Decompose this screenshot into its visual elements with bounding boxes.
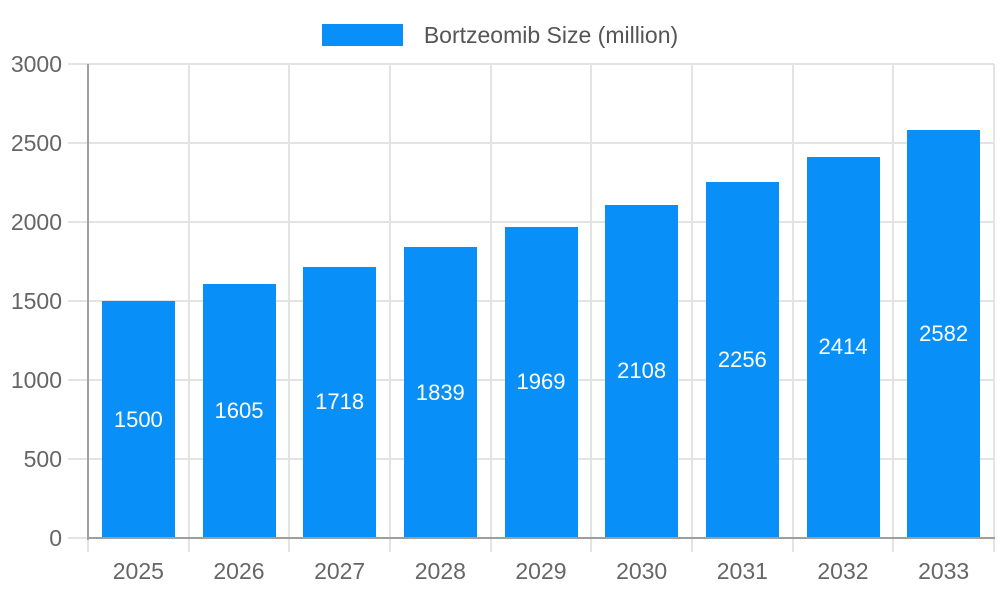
x-axis-label: 2033 <box>918 558 970 584</box>
bar: 1605 <box>202 284 276 538</box>
x-axis-line <box>87 537 995 539</box>
gridline-vertical <box>993 64 995 538</box>
x-axis-tick <box>489 539 492 552</box>
x-axis-label: 2028 <box>414 558 466 584</box>
x-axis-tick <box>791 539 794 552</box>
x-axis-tick <box>892 539 895 552</box>
y-axis-label: 1500 <box>10 288 62 314</box>
legend-label: Bortzeomib Size (million) <box>423 21 679 48</box>
bar: 1500 <box>101 301 175 538</box>
bar: 2414 <box>806 156 880 538</box>
bar-value-label: 2108 <box>617 358 667 384</box>
x-axis-tick <box>691 539 693 552</box>
y-axis-label: 3000 <box>10 51 62 77</box>
legend-swatch <box>321 24 403 46</box>
bar-value-label: 2256 <box>717 346 767 372</box>
x-axis-label: 2025 <box>112 558 164 584</box>
y-axis-label: 1000 <box>10 367 62 393</box>
gridline-vertical <box>389 64 391 538</box>
y-axis-label: 500 <box>23 446 62 472</box>
bar-value-label: 1718 <box>315 389 365 415</box>
chart-legend: Bortzeomib Size (million) <box>0 21 1000 48</box>
x-axis-label: 2027 <box>314 558 366 584</box>
y-axis-tick <box>68 221 88 223</box>
x-axis-label: 2029 <box>515 558 567 584</box>
plot-area: 1500 1605 1718 1839 1969 2108 2256 2414 2582 <box>88 63 995 538</box>
y-axis-label: 2500 <box>10 130 62 156</box>
bar-value-label: 2414 <box>818 334 868 360</box>
bar: 2108 <box>605 204 679 538</box>
bar-value-label: 1605 <box>214 398 264 424</box>
gridline-vertical <box>791 64 794 538</box>
gridline-vertical <box>489 64 492 538</box>
x-axis-tick <box>590 539 593 552</box>
bar: 1969 <box>504 226 578 538</box>
y-axis-label: 0 <box>49 525 62 551</box>
gridline-vertical <box>187 64 190 538</box>
x-axis-label: 2032 <box>817 558 869 584</box>
x-axis-label: 2026 <box>213 558 265 584</box>
gridline-horizontal <box>88 221 994 223</box>
y-axis-tick <box>68 300 88 302</box>
y-axis-tick <box>68 63 88 65</box>
gridline-horizontal <box>88 63 994 65</box>
y-axis-tick <box>68 537 88 539</box>
gridline-vertical <box>590 64 593 538</box>
bar: 2256 <box>705 181 779 538</box>
y-axis-tick <box>68 379 88 381</box>
bar-value-label: 1500 <box>113 406 163 432</box>
x-axis-tick <box>87 539 89 552</box>
x-axis-label: 2031 <box>716 558 768 584</box>
bar: 1839 <box>403 247 477 538</box>
y-axis-label: 2000 <box>10 209 62 235</box>
x-axis-tick <box>187 539 190 552</box>
bar-value-label: 2582 <box>919 321 969 347</box>
gridline-horizontal <box>88 142 994 144</box>
gridline-vertical <box>288 64 291 538</box>
bar-value-label: 1969 <box>516 369 566 395</box>
gridline-vertical <box>892 64 895 538</box>
bar-value-label: 1839 <box>415 379 465 405</box>
x-axis-label: 2030 <box>616 558 668 584</box>
bar: 2582 <box>907 130 981 538</box>
y-axis-tick <box>68 458 88 460</box>
x-axis-tick <box>993 539 995 552</box>
y-axis-line <box>87 64 89 540</box>
y-axis-tick <box>68 142 88 144</box>
bar: 1718 <box>303 266 377 538</box>
x-axis-tick <box>389 539 391 552</box>
gridline-vertical <box>691 64 693 538</box>
x-axis-tick <box>288 539 291 552</box>
